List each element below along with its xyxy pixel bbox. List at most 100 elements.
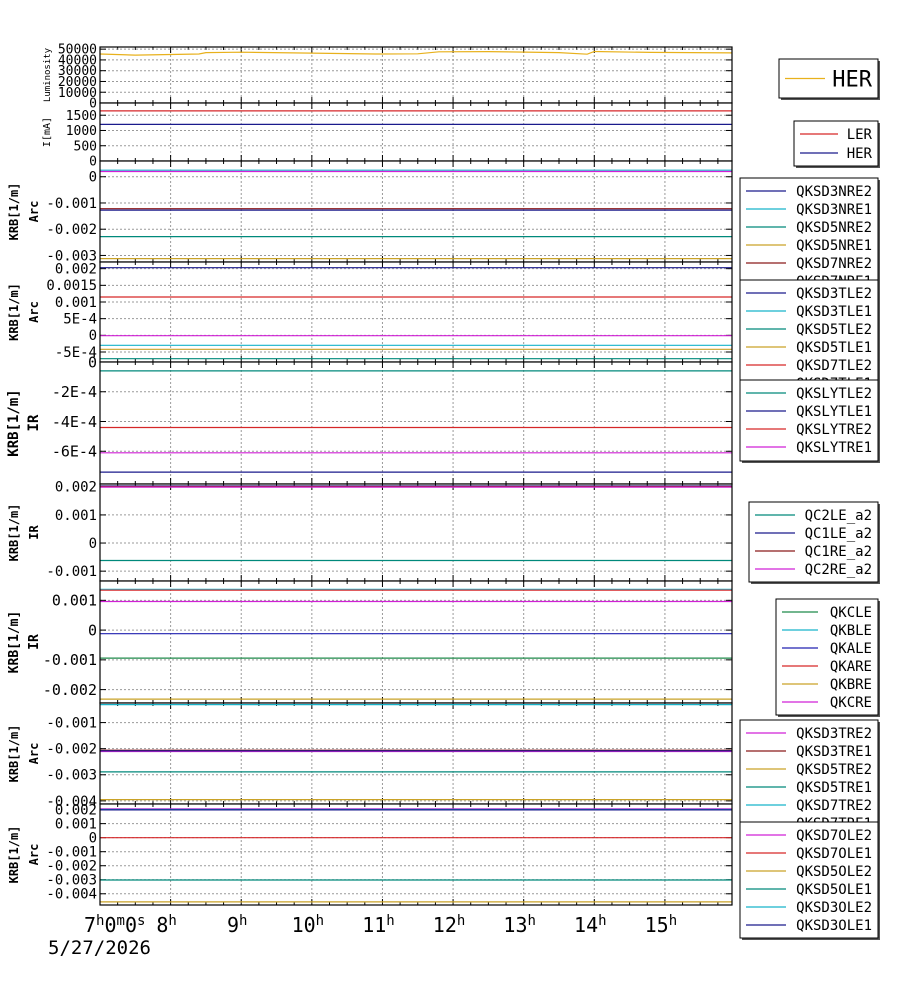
y-axis-label: KRB[1/m] [7, 611, 22, 674]
legend-label: QC1LE_a2 [805, 526, 872, 542]
y-axis-label: KRB[1/m] [7, 826, 21, 884]
y-tick-label: 0 [89, 328, 97, 344]
y-tick-label: 0 [88, 353, 97, 371]
legend-box [739, 821, 879, 939]
y-tick-label: 0.0015 [46, 278, 97, 294]
y-axis-label: KRB[1/m] [7, 183, 21, 241]
y-tick-label: 0.001 [55, 508, 97, 524]
legend-label: QKSLYTRE1 [796, 440, 872, 456]
y-tick-label: 20000 [58, 75, 97, 90]
y-axis-label: KRB[1/m] [7, 504, 21, 562]
y-axis-label: IR [27, 525, 41, 540]
legend-9: QKSD7OLE2 QKSD7OLE1 QKSD5OLE2 QKSD5OLE1 QKSD… [739, 821, 880, 940]
y-tick-label: -0.001 [46, 564, 97, 580]
plot-area [100, 484, 732, 581]
legend-label: LER [847, 127, 873, 143]
plot-frame [99, 803, 733, 906]
legend-label: QC2LE_a2 [805, 508, 872, 524]
y-tick-label: -0.002 [46, 222, 97, 238]
legend-label: QKSD7TLE2 [796, 358, 872, 374]
x-tick-label: 10h [292, 913, 325, 937]
legend-label: QKSD3TLE1 [796, 304, 872, 320]
y-tick-label: -0.001 [46, 715, 97, 731]
legend-label: QC2RE_a2 [805, 562, 872, 578]
x-tick-label: 14h [574, 913, 607, 937]
legend-box [739, 177, 879, 294]
legend-label: QKSD7OLE2 [796, 828, 872, 844]
y-tick-label: -0.003 [46, 248, 97, 264]
y-axis-label: KRB[1/m] [7, 283, 21, 341]
x-tick-label: 8h [156, 913, 176, 937]
y-axis-label: I[mA] [42, 117, 53, 147]
x-tick-label: 13h [503, 913, 536, 937]
legend-label: QC1RE_a2 [805, 544, 872, 560]
y-tick-label: 50000 [58, 43, 97, 58]
legend-label: QKSLYTRE2 [796, 422, 872, 438]
legend-3: QKSD3NRE2 QKSD3NRE1 QKSD5NRE2 QKSD5NRE1 QKSD… [739, 177, 880, 295]
legend-box [793, 120, 879, 167]
y-axis-label: Arc [27, 844, 41, 866]
legend-label: QKSD5TLE1 [796, 340, 872, 356]
legend-label: QKSD3OLE2 [796, 900, 872, 916]
y-tick-label: 0 [89, 536, 97, 552]
y-tick-label: -5E-4 [55, 345, 97, 361]
y-tick-label: -0.002 [46, 859, 97, 875]
plot-area [100, 362, 732, 484]
legend-label: QKBRE [830, 677, 872, 693]
legend-label: QKSD5TLE2 [796, 322, 872, 338]
y-tick-label: 0 [89, 170, 97, 186]
legend-label: QKSD5TRE2 [796, 762, 872, 778]
legend-box [775, 598, 879, 716]
plot-area [100, 47, 732, 103]
legend-label: QKSD5NRE1 [796, 238, 872, 254]
legend-label: QKSD3TLE2 [796, 286, 872, 302]
y-tick-label: 40000 [58, 53, 97, 68]
legend-label: QKSD3TRE2 [796, 726, 872, 742]
y-axis-label: KRB[1/m] [7, 725, 21, 783]
legend-6: QC2LE_a2 QC1LE_a2 QC1RE_a2 QC2RE_a2 [748, 501, 880, 584]
legend-label: QKSD7NRE2 [796, 256, 872, 272]
y-tick-label: -0.002 [43, 681, 97, 699]
y-tick-label: -0.004 [46, 887, 97, 903]
y-tick-label: -0.001 [43, 651, 97, 669]
legend-label: QKARE [830, 659, 872, 675]
y-tick-label: -4E-4 [52, 413, 97, 431]
y-tick-label: -2E-4 [52, 383, 97, 401]
y-axis-label: KRB[1/m] [6, 389, 22, 456]
y-tick-label: -0.002 [46, 742, 97, 758]
plot-area [100, 804, 732, 905]
legend-label: QKSD3OLE1 [796, 918, 872, 934]
plot-area [100, 703, 732, 804]
legend-8: QKSD3TRE2 QKSD3TRE1 QKSD5TRE2 QKSD5TRE1 QKSD… [739, 719, 880, 836]
legend-label: QKSD5TRE1 [796, 780, 872, 796]
y-tick-label: 30000 [58, 64, 97, 79]
y-tick-label: -0.001 [46, 845, 97, 861]
y-tick-label: -0.001 [46, 196, 97, 212]
legend-1: HER [778, 58, 880, 100]
plot-area [100, 161, 732, 262]
y-tick-label: 1000 [66, 124, 97, 139]
legend-label: HER [832, 67, 872, 92]
date-label: 5/27/2026 [48, 937, 151, 959]
legend-label: QKSLYTLE2 [796, 386, 872, 402]
y-axis-label: IR [26, 414, 42, 431]
legend-2: LER HER [793, 120, 880, 168]
legend-box [739, 719, 879, 835]
x-tick-label: 9h [227, 913, 247, 937]
y-tick-label: 1500 [66, 109, 97, 124]
y-tick-label: -0.004 [46, 794, 97, 810]
y-axis-label: Luminosity [43, 47, 53, 102]
x-axis-labels: 7h0m0s 8h 9h 10h 11h 12h 13h 14h 15h [84, 913, 677, 937]
panel-8: -0.001 -0.002 -0.003 -0.004 KRB[1/m] Arc QKSD3… [7, 702, 880, 836]
legend-5: QKSLYTLE2 QKSLYTLE1 QKSLYTRE2 QKSLYTRE1 [739, 379, 880, 463]
legend-box [739, 279, 879, 393]
plot-area [100, 103, 732, 161]
legend-label: QKALE [830, 641, 872, 657]
y-tick-label: -0.003 [46, 768, 97, 784]
